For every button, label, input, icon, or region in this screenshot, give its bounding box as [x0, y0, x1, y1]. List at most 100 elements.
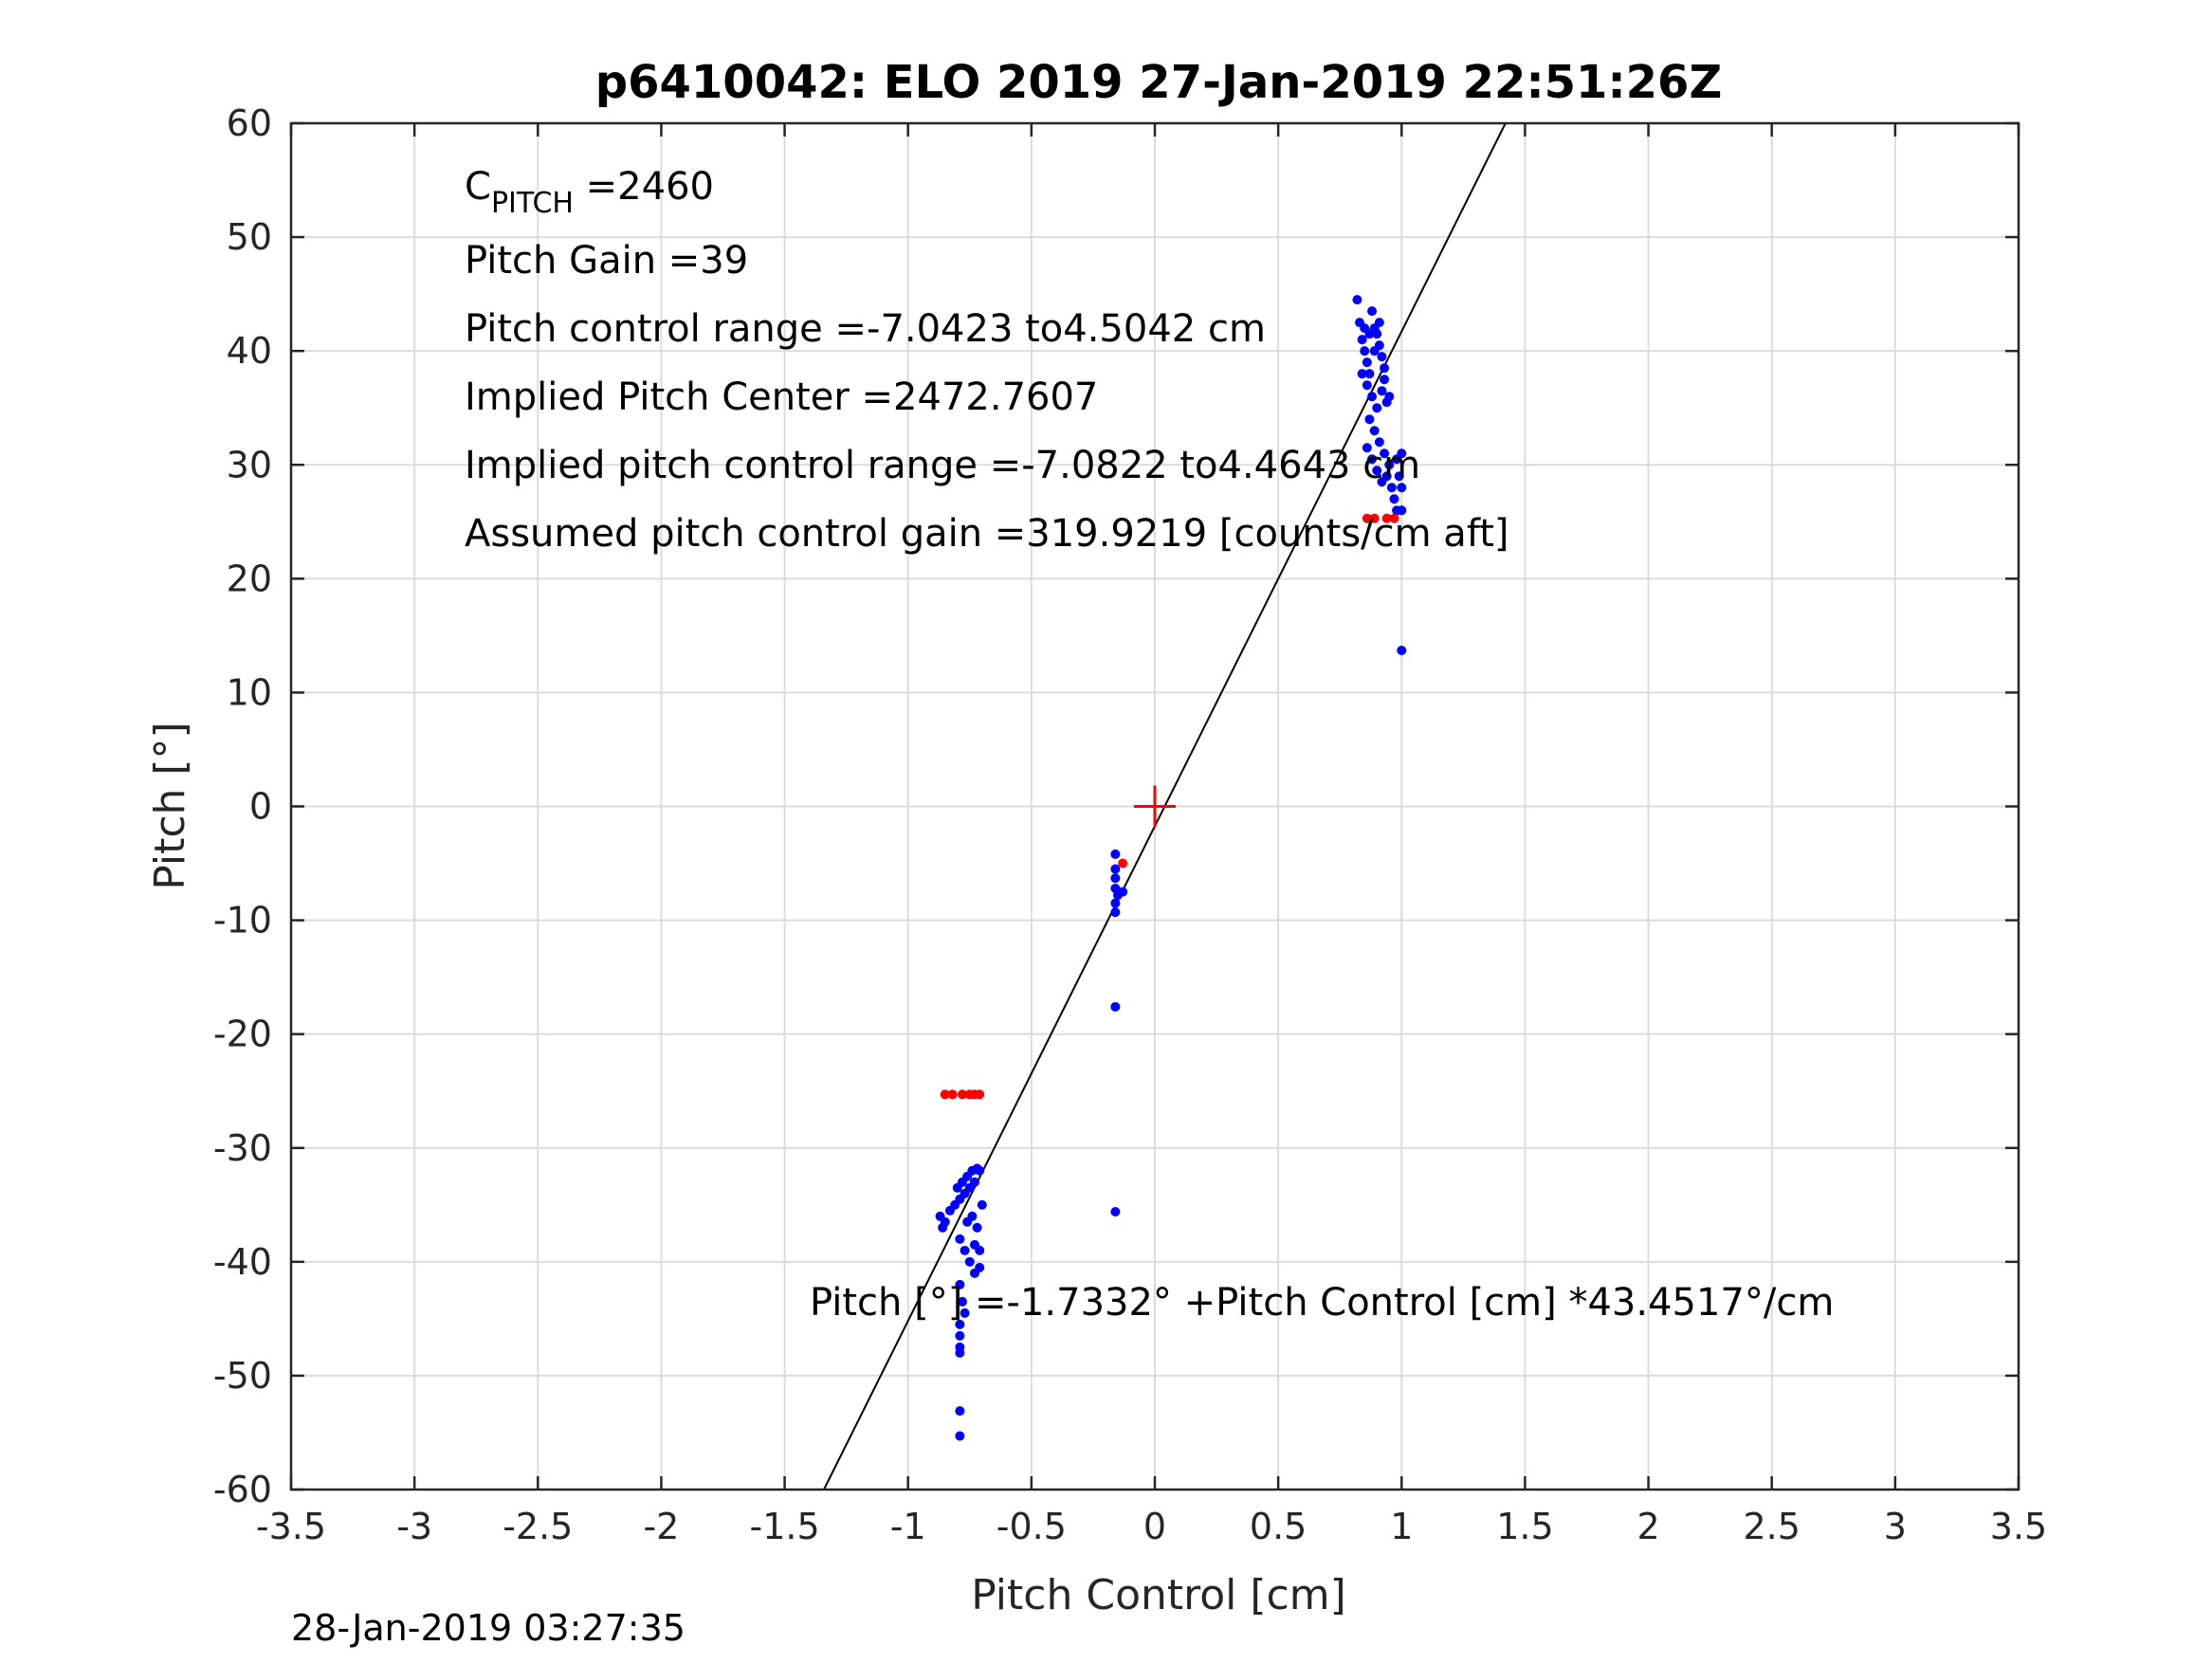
data-point-blue [1118, 887, 1128, 897]
y-tick-labels: 60 50 40 30 20 10 0 -10 -20 -30 -40 -50 -60 [213, 102, 272, 1510]
annotations: CPITCH =2460 Pitch Gain =39 Pitch contro… [465, 165, 1834, 1325]
data-point-red [1389, 513, 1399, 523]
data-point-blue [960, 1307, 970, 1318]
data-point-blue [1384, 392, 1395, 402]
annotation-control-range: Pitch control range =-7.0423 to4.5042 cm [465, 307, 1266, 351]
y-tick-label: 0 [249, 786, 272, 828]
data-point-blue [1367, 454, 1378, 465]
data-point-blue [972, 1163, 982, 1174]
data-point-red [1362, 513, 1372, 523]
data-point-blue [1110, 898, 1121, 908]
data-point-blue [969, 1177, 979, 1187]
x-tick-label: 0 [1143, 1506, 1166, 1547]
data-point-red [1118, 858, 1128, 869]
data-point-blue [1386, 483, 1397, 493]
annotation-pitch-gain: Pitch Gain =39 [465, 239, 748, 283]
y-tick-label: -50 [213, 1355, 272, 1397]
data-point-blue [957, 1296, 967, 1307]
data-point-red [1369, 513, 1380, 523]
data-point-blue [1374, 318, 1384, 328]
y-tick-label: 30 [227, 444, 272, 485]
x-tick-label: 3 [1884, 1506, 1907, 1547]
data-points [935, 295, 1407, 1441]
data-point-blue [955, 1319, 965, 1329]
data-point-blue [955, 1406, 965, 1417]
data-point-red [957, 1089, 967, 1100]
y-tick-label: 20 [227, 558, 272, 599]
data-point-blue [975, 1262, 985, 1272]
data-point-blue [955, 1347, 965, 1358]
data-point-blue [940, 1216, 950, 1227]
data-point-blue [1380, 448, 1390, 459]
x-tick-label: -1.5 [749, 1506, 819, 1547]
chart-title: p6410042: ELO 2019 27-Jan-2019 22:51:26Z [595, 56, 1723, 109]
data-point-blue [1110, 1206, 1121, 1216]
y-tick-label: -20 [213, 1014, 272, 1055]
data-point-blue [1397, 505, 1407, 516]
annotation-fit-equation: Pitch [°] =-1.7332° +Pitch Control [cm] … [810, 1281, 1834, 1325]
x-tick-labels: -3.5 -3 -2.5 -2 -1.5 -1 -0.5 0 0.5 1 1.5 2 2.5 3 3.5 [256, 1506, 2047, 1547]
axis-ticks [289, 121, 2020, 1491]
data-point-blue [1394, 471, 1404, 482]
y-tick-label: -10 [213, 900, 272, 942]
data-point-blue [955, 1431, 965, 1441]
data-point-blue [1362, 380, 1372, 391]
footer-timestamp: 28-Jan-2019 03:27:35 [291, 1607, 686, 1649]
data-point-blue [1364, 329, 1375, 339]
data-point-blue [1380, 375, 1390, 385]
data-point-blue [1357, 369, 1367, 379]
x-tick-label: 2 [1636, 1506, 1659, 1547]
data-point-blue [1377, 386, 1387, 396]
data-point-blue [1357, 335, 1367, 345]
data-point-blue [977, 1199, 987, 1210]
annotation-assumed-gain: Assumed pitch control gain =319.9219 [co… [465, 512, 1508, 556]
annotation-implied-range: Implied pitch control range =-7.0822 to4… [465, 444, 1420, 487]
data-point-blue [1362, 357, 1372, 368]
data-point-blue [1360, 346, 1370, 357]
y-tick-label: -30 [213, 1127, 272, 1169]
x-tick-label: -1 [890, 1506, 926, 1547]
x-tick-label: 1.5 [1496, 1506, 1553, 1547]
x-axis-label: Pitch Control [cm] [971, 1571, 1346, 1619]
data-point-blue [964, 1256, 975, 1267]
data-point-blue [1110, 873, 1121, 884]
data-point-red [1381, 513, 1392, 523]
data-point-blue [1392, 454, 1402, 465]
data-point-blue [1389, 494, 1399, 504]
y-tick-label: -60 [213, 1469, 272, 1510]
x-tick-label: -2 [643, 1506, 679, 1547]
data-point-blue [1377, 352, 1387, 362]
data-point-blue [1397, 483, 1407, 493]
data-point-red [947, 1089, 958, 1100]
data-point-blue [1369, 426, 1380, 436]
data-point-blue [975, 1245, 985, 1255]
data-point-blue [1362, 443, 1372, 453]
x-tick-label: -3 [396, 1506, 432, 1547]
data-point-blue [955, 1234, 965, 1244]
x-tick-label: -0.5 [996, 1506, 1067, 1547]
data-point-blue [1397, 645, 1407, 655]
y-tick-label: 40 [227, 330, 272, 372]
data-point-blue [1372, 329, 1382, 339]
data-point-red [940, 1089, 950, 1100]
data-point-blue [1110, 1001, 1121, 1012]
y-tick-label: 50 [227, 216, 272, 258]
data-point-blue [972, 1222, 982, 1233]
x-tick-label: -2.5 [503, 1506, 573, 1547]
data-point-blue [1364, 414, 1375, 425]
x-tick-label: 0.5 [1250, 1506, 1307, 1547]
data-point-blue [960, 1245, 970, 1255]
data-point-blue [1369, 346, 1380, 357]
y-tick-label: 60 [227, 102, 272, 144]
data-point-blue [1110, 864, 1121, 874]
x-tick-label: 2.5 [1743, 1506, 1800, 1547]
data-point-blue [962, 1216, 973, 1227]
annotation-c-pitch: CPITCH =2460 [465, 165, 714, 220]
y-tick-label: -40 [213, 1241, 272, 1283]
data-point-blue [1367, 392, 1378, 402]
data-point-blue [955, 1330, 965, 1341]
data-point-blue [1364, 369, 1375, 379]
data-point-blue [955, 1279, 965, 1289]
